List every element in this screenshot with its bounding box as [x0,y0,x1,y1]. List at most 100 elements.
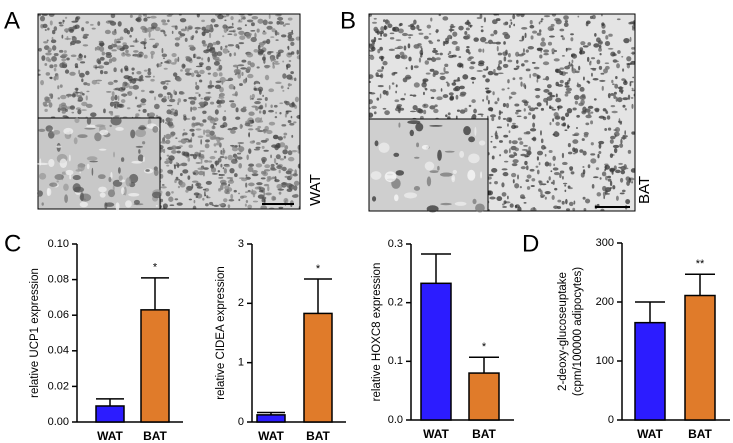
cell [442,94,449,99]
cell [493,29,498,35]
cell [485,90,492,94]
cell [199,150,205,153]
cell [264,164,271,169]
cell [565,208,571,211]
cell [529,168,535,172]
cell [598,47,602,52]
cell [66,57,70,61]
cell [568,77,571,82]
cell [620,138,623,145]
y-tick-label: 0.08 [48,274,69,286]
cell [230,193,234,200]
cell [198,170,204,176]
cell [508,139,512,144]
cell [601,85,604,91]
cell [395,170,405,176]
cell [506,123,509,127]
cell [152,75,155,78]
cell [560,35,564,38]
cell [162,22,168,26]
cell [150,15,157,19]
cell [226,14,230,17]
cell [496,66,502,71]
cell [238,144,241,148]
cell [517,174,520,180]
cell [95,79,103,82]
cell [171,145,178,150]
cell [262,31,267,35]
cell [166,104,173,107]
cell [208,32,212,39]
cell [605,65,610,70]
cell [238,42,245,45]
cell [227,33,233,36]
cell [536,47,543,51]
cell [250,29,256,32]
cell [156,63,159,68]
cell [442,16,449,21]
cell [424,87,427,90]
cell [253,148,260,151]
cell [617,50,621,54]
cell [155,205,158,207]
cell [53,53,59,57]
cell [478,140,486,146]
cell [224,110,226,113]
cell [502,172,509,176]
cell [171,150,177,154]
y-tick-label: 1 [238,357,244,369]
cell [391,82,395,85]
cell [108,58,113,64]
cell [193,192,200,196]
cell [77,162,85,172]
cell [592,78,599,81]
cell [163,30,166,35]
cell [287,87,290,90]
cell [268,88,275,93]
cell [613,91,617,95]
cell [543,52,549,56]
y-tick-label: 0.0 [388,414,403,426]
cell [595,167,600,171]
cell [420,52,424,56]
cell [75,87,79,92]
cell [590,120,594,125]
cell [426,205,439,213]
cell [417,28,422,31]
cell [571,53,578,59]
y-tick-label: 200 [596,296,614,308]
cell [446,82,450,87]
cell [207,85,213,89]
cell [563,15,569,20]
cell [202,112,205,115]
y-tick-label: 3 [238,238,244,250]
cell [268,14,271,20]
cell [99,129,109,136]
cell [173,89,176,95]
cell [57,97,61,100]
cell [242,78,247,84]
cell [86,83,91,86]
cell [535,94,541,99]
cell [582,169,586,175]
cell [296,55,300,60]
cell [376,97,380,101]
cell [486,95,489,101]
cell [64,194,68,203]
cell [281,124,287,127]
cell [531,178,536,182]
cell [275,154,281,160]
cell [503,160,509,163]
cell [604,164,611,170]
cell [287,17,293,21]
cell [369,55,375,61]
cell [248,132,251,137]
cell [627,149,632,154]
cell [583,133,589,138]
cell [240,17,243,21]
cell [452,31,458,37]
cell [121,68,123,74]
cell [532,114,536,120]
cell [503,41,506,45]
cell [515,109,522,112]
